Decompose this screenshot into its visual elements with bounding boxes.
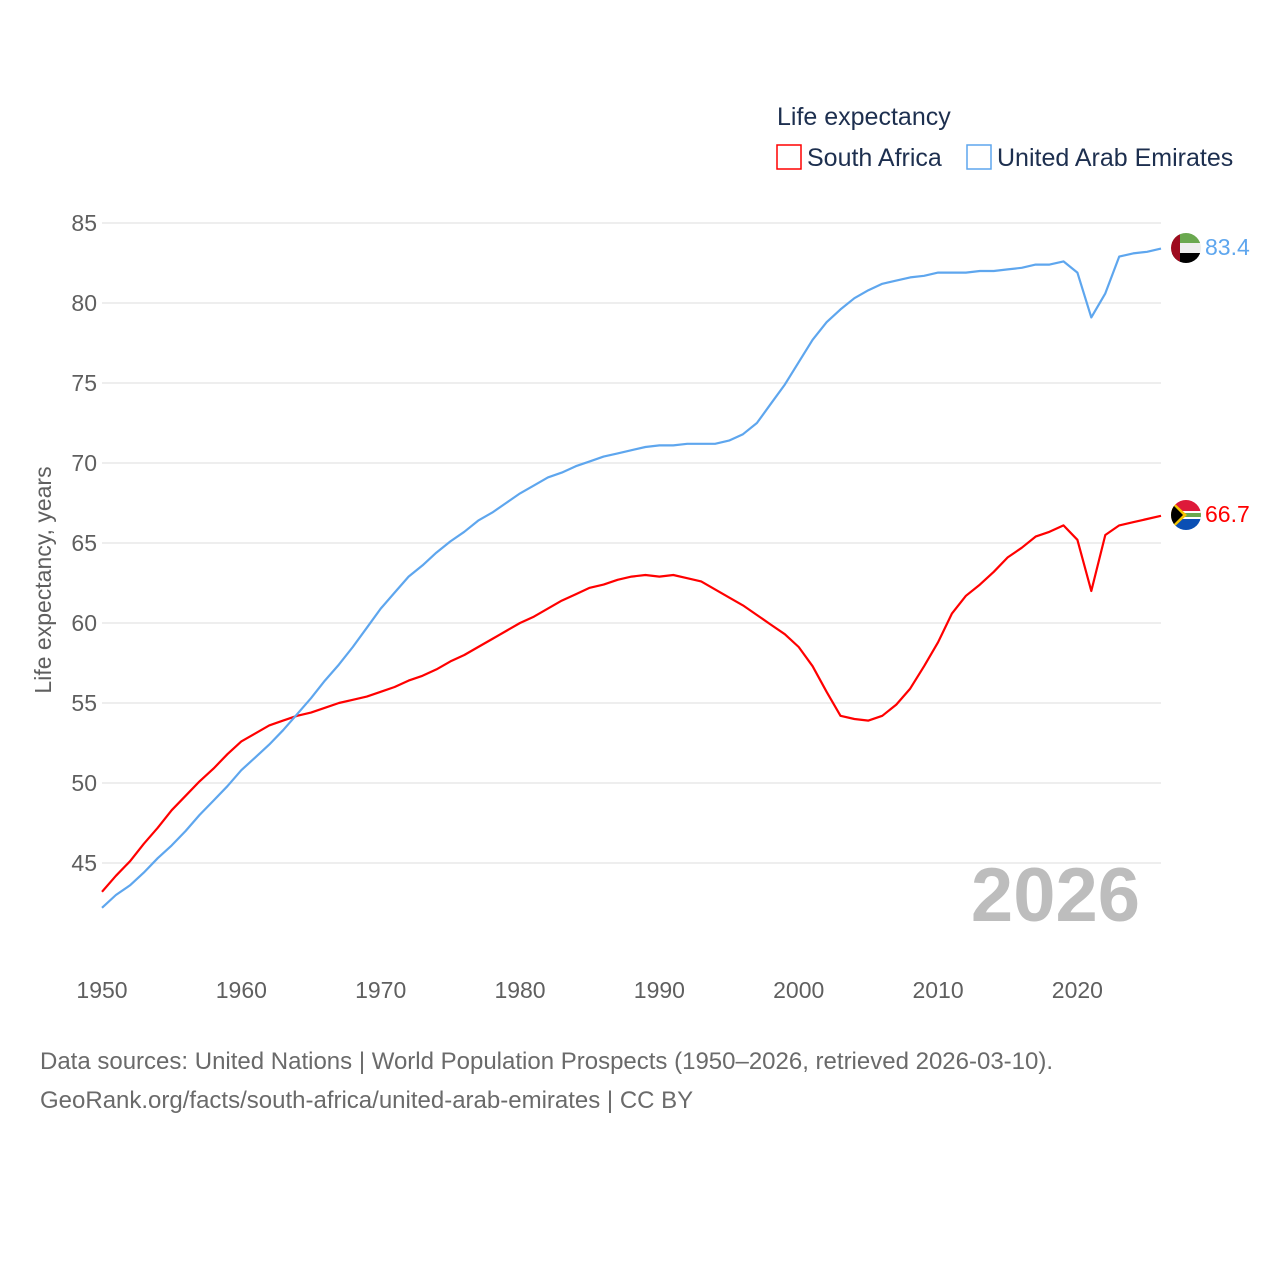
uae-flag-icon (1171, 233, 1201, 263)
y-tick-label: 50 (71, 770, 97, 796)
end-label-uae: 83.4 (1205, 234, 1250, 260)
y-axis-label: Life expectancy, years (30, 466, 56, 693)
x-tick-label: 2020 (1052, 977, 1103, 1003)
y-tick-label: 65 (71, 530, 97, 556)
x-tick-label: 1990 (634, 977, 685, 1003)
legend-title: Life expectancy (777, 103, 951, 131)
x-tick-label: 1980 (494, 977, 545, 1003)
y-tick-label: 55 (71, 690, 97, 716)
x-axis-ticks: 1950 1960 1970 1980 1990 2000 2010 2020 (76, 977, 1103, 1003)
grid-lines (102, 222, 1161, 864)
y-tick-label: 70 (71, 450, 97, 476)
x-tick-label: 2010 (912, 977, 963, 1003)
legend-label-south-africa: South Africa (807, 144, 942, 172)
y-tick-label: 85 (71, 210, 97, 236)
attribution-link[interactable]: GeoRank.org/facts/south-africa/united-ar… (40, 1087, 693, 1114)
x-tick-label: 1970 (355, 977, 406, 1003)
y-axis-ticks: 45 50 55 60 65 70 75 80 85 (71, 210, 97, 876)
y-tick-label: 60 (71, 610, 97, 636)
series-lines (101, 247, 1162, 909)
legend-item-uae[interactable]: United Arab Emirates (966, 144, 1233, 172)
data-source-line: Data sources: United Nations | World Pop… (40, 1048, 1053, 1075)
x-tick-label: 1960 (216, 977, 267, 1003)
y-tick-label: 45 (71, 850, 97, 876)
series-line-united-arab-emirates[interactable] (101, 247, 1162, 909)
legend-swatch-south-africa (776, 144, 802, 170)
current-year-watermark: 2026 (971, 853, 1140, 938)
series-line-south-africa[interactable] (101, 514, 1162, 893)
x-tick-label: 2000 (773, 977, 824, 1003)
legend-label-uae: United Arab Emirates (997, 144, 1233, 172)
south-africa-flag-icon (1171, 500, 1201, 530)
y-tick-label: 80 (71, 290, 97, 316)
legend: Life expectancy South Africa United Arab… (776, 103, 1233, 172)
end-label-south-africa: 66.7 (1205, 501, 1250, 527)
x-tick-label: 1950 (76, 977, 127, 1003)
legend-swatch-uae (966, 144, 992, 170)
y-tick-label: 75 (71, 370, 97, 396)
legend-item-south-africa[interactable]: South Africa (776, 144, 942, 172)
